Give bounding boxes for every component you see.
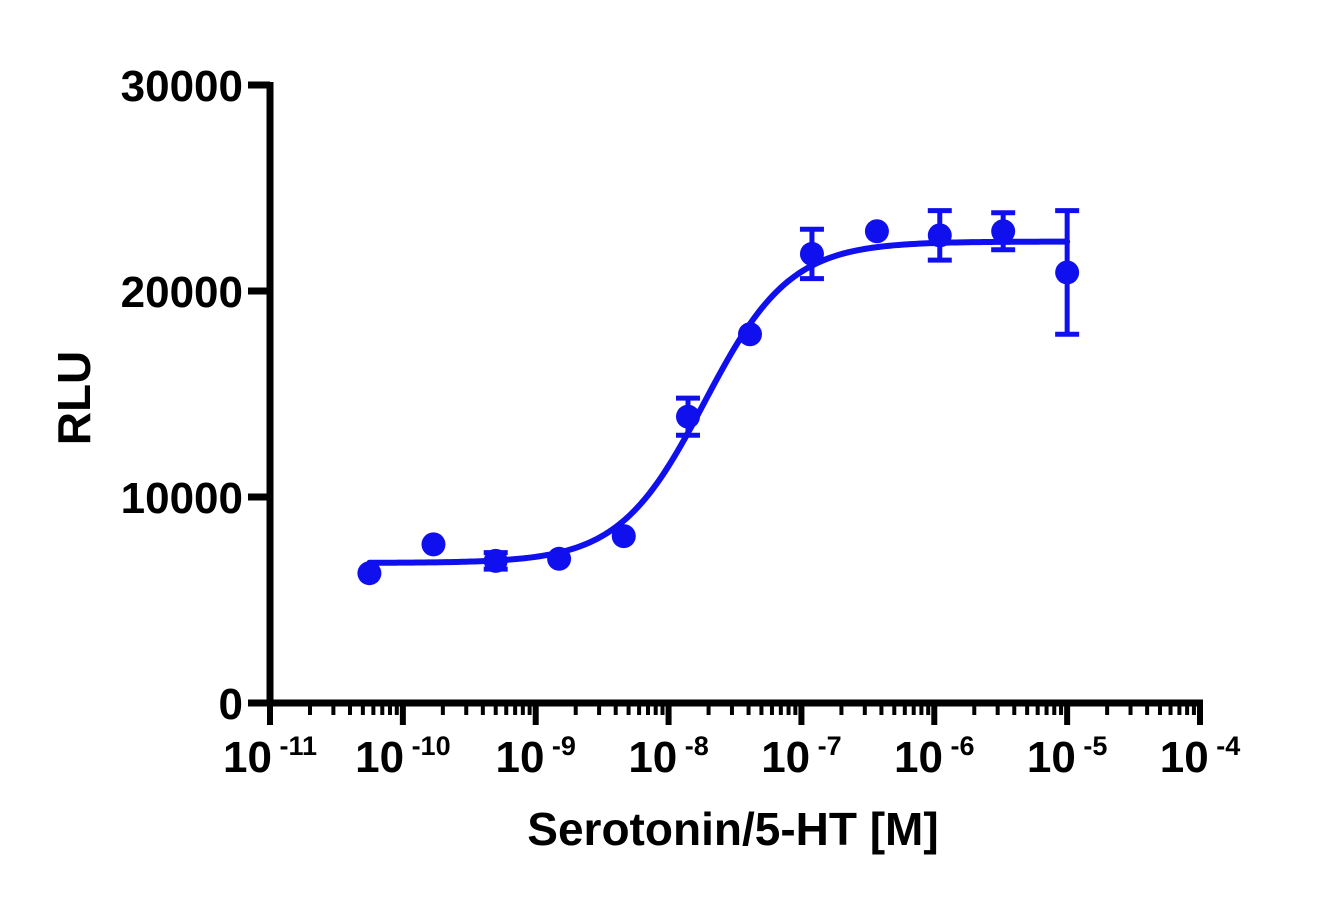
x-tick-label: 10 -5 bbox=[1027, 731, 1107, 782]
data-points-layer bbox=[357, 208, 1080, 586]
data-point bbox=[675, 404, 700, 429]
y-tick-label: 20000 bbox=[121, 268, 243, 317]
data-point bbox=[737, 322, 762, 347]
x-tick-label: 10 -10 bbox=[355, 731, 450, 782]
y-tick-label: 10000 bbox=[121, 474, 243, 523]
data-point bbox=[864, 219, 889, 244]
axes: 0 10000 20000 30000 10 -11 10 -10 10 -9 10 -8 10… bbox=[121, 62, 1241, 782]
y-axis-label: RLU bbox=[48, 351, 100, 446]
x-tick-label: 10 -8 bbox=[628, 731, 708, 782]
data-point bbox=[611, 524, 636, 549]
data-point bbox=[357, 561, 382, 586]
data-point bbox=[421, 532, 446, 557]
data-point bbox=[991, 219, 1016, 244]
fit-curve-layer bbox=[366, 238, 1071, 566]
x-tick-label: 10 -9 bbox=[495, 731, 575, 782]
data-point bbox=[927, 223, 952, 248]
x-axis-label: Serotonin/5-HT [M] bbox=[527, 803, 938, 855]
y-tick-label: 30000 bbox=[121, 62, 243, 111]
data-point bbox=[799, 241, 824, 266]
x-tick-label: 10 -6 bbox=[894, 731, 974, 782]
x-tick-label: 10 -4 bbox=[1160, 731, 1240, 782]
data-point bbox=[1055, 260, 1080, 285]
data-point bbox=[547, 546, 572, 571]
fit-curve bbox=[366, 238, 1071, 566]
x-tick-label: 10 -11 bbox=[223, 731, 317, 782]
x-tick-label: 10 -7 bbox=[761, 731, 841, 782]
data-point bbox=[483, 548, 508, 573]
y-tick-label: 0 bbox=[219, 680, 243, 729]
